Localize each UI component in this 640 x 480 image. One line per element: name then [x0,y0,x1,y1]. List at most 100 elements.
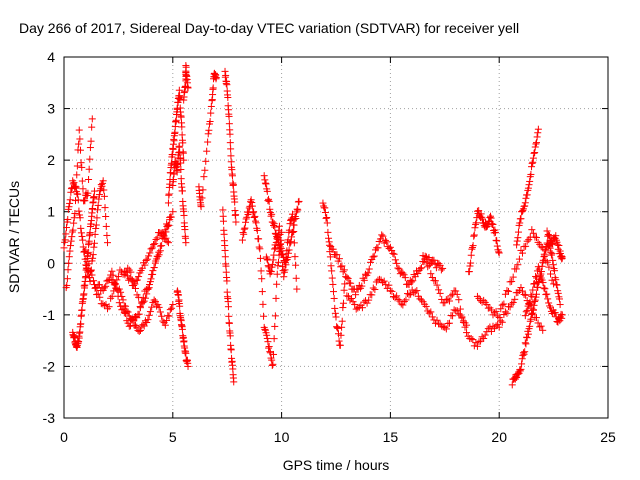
data-point [253,226,261,234]
data-point [344,274,352,282]
data-point [533,133,541,141]
data-point [179,139,187,147]
data-point [163,237,171,245]
data-point [251,217,259,225]
data-point [283,247,291,255]
data-point [529,309,537,317]
data-point [407,290,415,298]
data-point [155,251,163,259]
data-point [85,165,93,173]
data-point [343,273,351,281]
data-point [529,306,537,314]
y-tick-label: 2 [47,152,55,168]
data-point [524,330,532,338]
data-point [108,292,116,300]
data-point [421,255,429,263]
data-point [535,265,543,273]
data-point [294,206,302,214]
data-point [122,268,130,276]
data-point [539,256,547,264]
data-point [333,323,341,331]
data-point [527,170,535,178]
data-point [294,198,302,206]
data-point [365,296,373,304]
data-point [545,299,553,307]
data-point [501,290,509,298]
data-point [352,305,360,313]
data-point [541,252,549,260]
data-point [225,120,233,128]
data-point [340,266,348,274]
data-point [78,163,86,171]
data-point [433,281,441,289]
data-point [481,331,489,339]
data-point [442,296,450,304]
y-tick-label: 0 [47,255,55,271]
data-point [104,239,112,247]
data-point [261,179,269,187]
data-point [224,303,232,311]
data-point [164,199,172,207]
data-point [66,196,74,204]
data-point [558,314,566,322]
data-point [428,273,436,281]
data-point [201,166,209,174]
data-point [519,249,527,257]
data-point [338,323,346,331]
data-point [225,312,233,320]
data-point [145,252,153,260]
data-point [141,294,149,302]
data-point [61,236,69,244]
data-point [554,289,562,297]
data-point [269,218,277,226]
data-point [425,261,433,269]
data-point [168,304,176,312]
data-point [547,251,555,259]
data-point [135,327,143,335]
data-point [273,235,281,243]
data-point [517,365,525,373]
data-point [88,271,96,279]
data-point [221,253,229,261]
data-point [290,228,298,236]
data-point [386,243,394,251]
data-point [146,278,154,286]
data-point [461,323,469,331]
data-point [518,360,526,368]
data-point [77,159,85,167]
data-point [439,264,447,272]
data-point [110,281,118,289]
data-point [276,230,284,238]
data-point [103,231,111,239]
data-point [394,296,402,304]
data-point [526,177,534,185]
data-point [428,313,436,321]
data-point [169,301,177,309]
data-point [493,242,501,250]
data-point [335,255,343,263]
data-point [261,325,269,333]
data-point [491,309,499,317]
data-point [400,271,408,279]
data-point [445,319,453,327]
data-point [260,172,268,180]
data-point [505,287,513,295]
data-point [85,175,93,183]
data-point [442,325,450,333]
data-point [99,177,107,185]
data-point [422,258,430,266]
data-point [70,214,78,222]
data-point [427,308,435,316]
data-point [371,285,379,293]
data-point [226,332,234,340]
data-point [64,215,72,223]
data-point [228,172,236,180]
x-tick-label: 10 [274,429,290,445]
data-point [528,311,536,319]
data-point [281,266,289,274]
data-point [402,296,410,304]
data-point [180,156,188,164]
data-point [173,168,181,176]
data-point [551,309,559,317]
data-point [383,238,391,246]
